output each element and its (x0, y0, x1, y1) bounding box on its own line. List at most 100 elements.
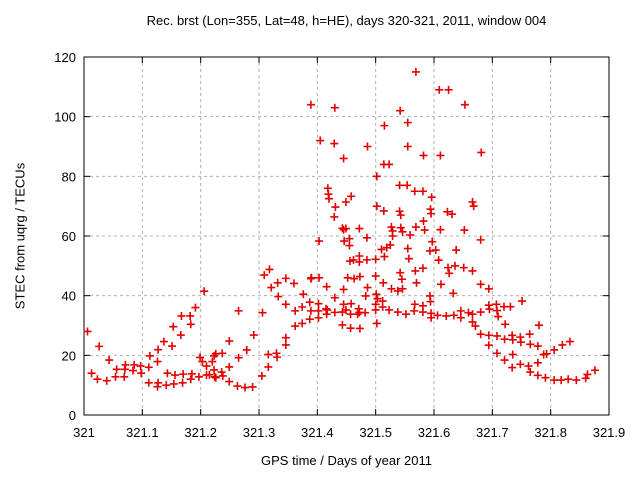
data-point (393, 308, 402, 317)
data-point (361, 308, 370, 317)
data-point (484, 284, 493, 293)
x-tick-label: 321.7 (476, 425, 509, 440)
y-tick-label: 120 (54, 50, 76, 65)
data-point (372, 202, 381, 211)
data-point (177, 311, 186, 320)
data-point (339, 154, 348, 163)
data-point (291, 306, 300, 315)
data-point (355, 272, 364, 281)
data-point (191, 303, 200, 312)
data-point (411, 266, 420, 275)
data-point (565, 337, 574, 346)
data-point (194, 372, 203, 381)
data-point (346, 324, 355, 333)
data-point (330, 212, 339, 221)
data-point (210, 372, 219, 381)
data-point (412, 278, 421, 287)
data-point (130, 360, 139, 369)
data-point (281, 300, 290, 309)
data-point (338, 320, 347, 329)
data-point (402, 310, 410, 319)
data-point (129, 366, 137, 375)
data-point (526, 340, 535, 349)
data-point (493, 349, 501, 358)
data-point (410, 187, 419, 196)
data-point (154, 345, 163, 354)
data-point (493, 306, 501, 315)
data-point (436, 225, 445, 234)
data-point (419, 151, 428, 160)
data-point (345, 241, 354, 250)
data-point (196, 353, 205, 362)
x-tick-label: 321.1 (126, 425, 159, 440)
data-point (205, 370, 214, 379)
data-point (112, 365, 121, 374)
data-point (460, 100, 469, 109)
data-point (305, 315, 314, 324)
data-point (426, 297, 435, 306)
data-point (120, 372, 129, 381)
data-point (427, 209, 436, 218)
data-point (459, 263, 468, 272)
data-point (102, 376, 111, 385)
data-point (464, 308, 473, 317)
data-point (477, 148, 486, 157)
data-point (347, 192, 356, 201)
data-point (435, 85, 444, 94)
data-point (500, 335, 509, 344)
data-point (346, 310, 355, 319)
data-point (427, 193, 436, 202)
data-point (449, 289, 458, 298)
data-point (411, 223, 420, 232)
chart-title: Rec. brst (Lon=355, Lat=48, h=HE), days … (146, 13, 547, 28)
data-point (411, 67, 420, 76)
data-point (526, 368, 535, 377)
data-point (111, 372, 120, 381)
x-axis-label: GPS time / Days of year 2011 (261, 453, 432, 468)
data-point (564, 375, 573, 384)
data-point (187, 369, 196, 378)
data-point (373, 294, 382, 303)
data-point (442, 311, 451, 320)
data-point (339, 300, 348, 309)
data-point (378, 303, 387, 312)
data-point (340, 237, 349, 246)
data-point (395, 207, 404, 216)
data-point (452, 246, 461, 255)
data-point (171, 371, 179, 380)
data-point (314, 306, 323, 315)
data-point (234, 306, 243, 315)
data-point (208, 357, 217, 366)
data-point (468, 266, 477, 275)
data-point (372, 319, 381, 328)
data-point (325, 194, 333, 203)
x-tick-label: 321.6 (418, 425, 451, 440)
data-point (315, 237, 324, 246)
data-point (290, 279, 298, 288)
data-point (388, 232, 397, 240)
data-point (437, 280, 445, 289)
data-point (371, 305, 380, 314)
data-point (345, 234, 354, 243)
data-point (145, 351, 154, 360)
data-point (456, 313, 465, 322)
data-point (427, 313, 436, 322)
data-point (508, 335, 517, 344)
data-point (355, 224, 364, 233)
data-point (281, 333, 290, 342)
data-point (260, 271, 269, 280)
data-point (533, 358, 542, 367)
data-point (306, 100, 315, 109)
data-point (361, 291, 370, 300)
data-point (314, 299, 323, 308)
data-point (418, 308, 427, 317)
data-point (355, 257, 364, 266)
data-point (341, 224, 350, 233)
data-point (298, 319, 307, 328)
x-tick-label: 321.8 (534, 425, 567, 440)
data-point (372, 290, 381, 299)
data-point (202, 362, 211, 371)
data-point (380, 252, 389, 261)
data-point (591, 366, 599, 375)
data-point (159, 337, 168, 346)
